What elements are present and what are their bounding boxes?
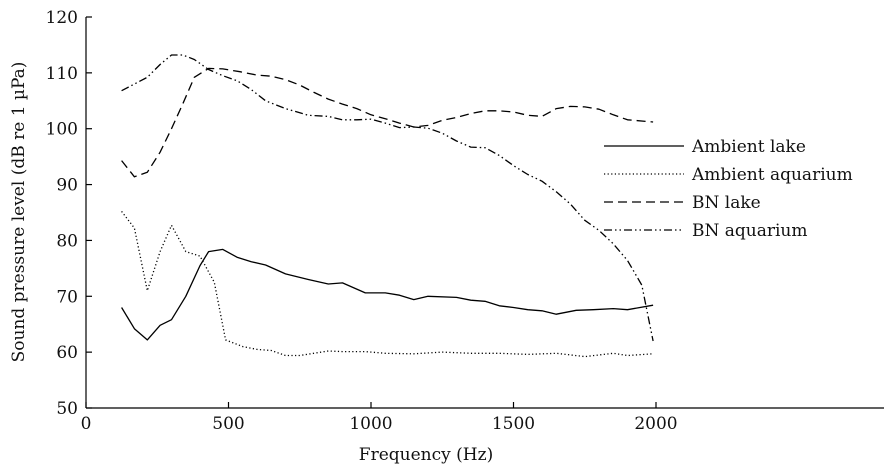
axes: [85, 17, 884, 409]
series-group: [121, 54, 654, 358]
x-tick-label: 1500: [492, 414, 535, 434]
y-tick-label: 110: [46, 64, 78, 84]
series-line-bn-lake: [121, 67, 654, 178]
x-tick-label: 2000: [634, 414, 677, 434]
x-axis-label: Frequency (Hz): [359, 445, 493, 465]
legend-label: Ambient aquarium: [691, 165, 853, 185]
y-tick-label: 60: [56, 343, 78, 363]
series-line-ambient-lake: [121, 248, 654, 341]
y-tick-label: 80: [56, 231, 78, 251]
y-ticks: 50 60 70 80 90 100 110 120: [46, 8, 92, 419]
x-tick-label: 500: [212, 414, 244, 434]
y-tick-label: 120: [46, 8, 78, 28]
series-line-bn-aquarium: [121, 54, 654, 342]
x-ticks: 0 500 1000 1500 2000: [81, 402, 678, 434]
y-tick-label: 100: [46, 120, 78, 140]
y-tick-label: 70: [56, 287, 78, 307]
legend-label: BN lake: [692, 193, 761, 213]
y-tick-label: 90: [56, 176, 78, 196]
x-tick-label: 0: [81, 414, 92, 434]
legend-label: BN aquarium: [692, 221, 808, 241]
series-line-ambient-aquarium: [121, 211, 654, 358]
x-tick-label: 1000: [349, 414, 392, 434]
legend-label: Ambient lake: [691, 137, 806, 157]
y-axis-label: Sound pressure level (dB re 1 µPa): [9, 62, 29, 363]
legend: Ambient lake Ambient aquarium BN lake BN aq…: [604, 137, 853, 241]
y-tick-label: 50: [56, 399, 78, 419]
